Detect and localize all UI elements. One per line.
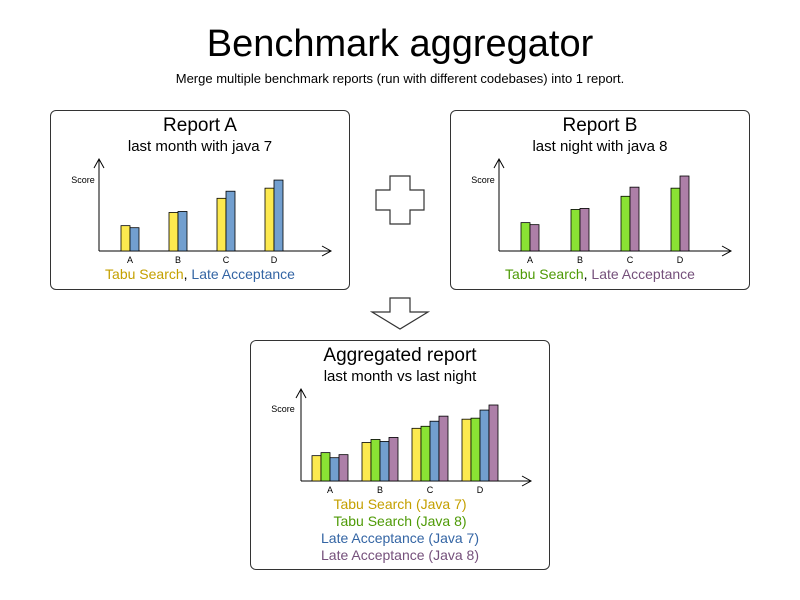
bar-b-3 xyxy=(379,441,390,482)
x-tick-label: D xyxy=(477,485,484,495)
bar-c-4 xyxy=(438,415,449,482)
bar-a-1 xyxy=(311,455,322,482)
bar-d-1 xyxy=(670,187,681,252)
bar-b-2 xyxy=(177,211,188,252)
x-tick-label: D xyxy=(271,255,278,265)
x-tick-label: A xyxy=(527,255,533,265)
legend-separator: , xyxy=(583,266,592,282)
aggregated-panel: Aggregated report last month vs last nig… xyxy=(250,340,550,570)
report-a-chart: Score A B C D xyxy=(71,157,333,265)
x-tick-label: A xyxy=(327,485,333,495)
x-tick-label: B xyxy=(377,485,383,495)
report-b-subtitle: last night with java 8 xyxy=(532,138,668,155)
legend-tabu-search: Tabu Search xyxy=(505,266,584,282)
report-b-legend: Tabu Search, Late Acceptance xyxy=(451,266,749,283)
report-a-legend: Tabu Search, Late Acceptance xyxy=(51,266,349,283)
bar-d-3 xyxy=(479,409,490,482)
x-tick-label: C xyxy=(223,255,230,265)
y-axis-label: Score xyxy=(271,404,295,414)
bar-b-2 xyxy=(370,439,381,482)
bar-c-2 xyxy=(629,186,640,252)
x-tick-label: D xyxy=(677,255,684,265)
y-axis-label: Score xyxy=(471,175,495,185)
y-axis-arrow xyxy=(295,387,307,399)
aggregated-title: Aggregated report xyxy=(323,345,477,366)
bar-a-3 xyxy=(329,457,340,482)
aggregated-legend: Tabu Search (Java 7) Tabu Search (Java 8… xyxy=(251,496,549,564)
legend-late-acceptance-java8: Late Acceptance (Java 8) xyxy=(321,547,479,563)
x-tick-label: A xyxy=(127,255,133,265)
legend-tabu-search-java7: Tabu Search (Java 7) xyxy=(333,496,467,512)
page-title: Benchmark aggregator xyxy=(206,23,594,65)
bar-a-2 xyxy=(320,452,331,482)
bar-d-1 xyxy=(461,418,472,482)
x-axis-arrow xyxy=(521,475,533,487)
legend-tabu-search-java8: Tabu Search (Java 8) xyxy=(333,513,467,529)
report-a-subtitle: last month with java 7 xyxy=(127,138,273,155)
bar-c-1 xyxy=(620,195,631,252)
bar-c-2 xyxy=(420,425,431,482)
down-arrow-icon xyxy=(369,297,431,330)
bar-b-1 xyxy=(570,209,581,252)
bar-b-4 xyxy=(388,437,399,482)
aggregated-chart: Score A B C D xyxy=(271,387,533,495)
y-axis-label: Score xyxy=(71,175,95,185)
bar-c-3 xyxy=(429,420,440,482)
bar-d-2 xyxy=(679,175,690,252)
x-tick-label: B xyxy=(577,255,583,265)
plus-icon xyxy=(375,175,425,225)
x-tick-label: C xyxy=(427,485,434,495)
bar-d-2 xyxy=(273,179,284,252)
report-b-panel: Report B last night with java 8 Score A B C… xyxy=(450,110,750,290)
x-axis-arrow xyxy=(721,245,733,257)
legend-late-acceptance-java7: Late Acceptance (Java 7) xyxy=(321,530,479,546)
bar-a-2 xyxy=(129,227,140,252)
legend-late-acceptance: Late Acceptance xyxy=(191,266,295,282)
report-a-title: Report A xyxy=(163,115,237,136)
report-a-panel: Report A last month with java 7 Score A B C… xyxy=(50,110,350,290)
legend-tabu-search: Tabu Search xyxy=(105,266,184,282)
bar-a-1 xyxy=(120,225,131,252)
report-b-title: Report B xyxy=(562,115,638,136)
page-subtitle: Merge multiple benchmark reports (run wi… xyxy=(175,71,625,86)
x-tick-label: B xyxy=(175,255,181,265)
bar-c-1 xyxy=(216,197,227,252)
aggregated-subtitle: last month vs last night xyxy=(323,368,477,385)
report-b-chart: Score A B C D xyxy=(471,157,733,265)
bar-a-4 xyxy=(338,454,349,482)
bar-a-1 xyxy=(520,222,531,252)
y-axis-arrow xyxy=(93,157,105,169)
bar-b-1 xyxy=(168,212,179,252)
x-tick-label: C xyxy=(627,255,634,265)
x-axis-arrow xyxy=(321,245,333,257)
bar-c-1 xyxy=(411,427,422,482)
bar-b-2 xyxy=(579,208,590,252)
y-axis-arrow xyxy=(493,157,505,169)
legend-separator: , xyxy=(183,266,192,282)
bar-d-1 xyxy=(264,187,275,252)
legend-late-acceptance: Late Acceptance xyxy=(591,266,695,282)
bar-b-1 xyxy=(361,442,372,482)
bar-a-2 xyxy=(529,224,540,252)
bar-d-2 xyxy=(470,417,481,482)
bar-d-4 xyxy=(488,404,499,482)
bar-c-2 xyxy=(225,190,236,252)
